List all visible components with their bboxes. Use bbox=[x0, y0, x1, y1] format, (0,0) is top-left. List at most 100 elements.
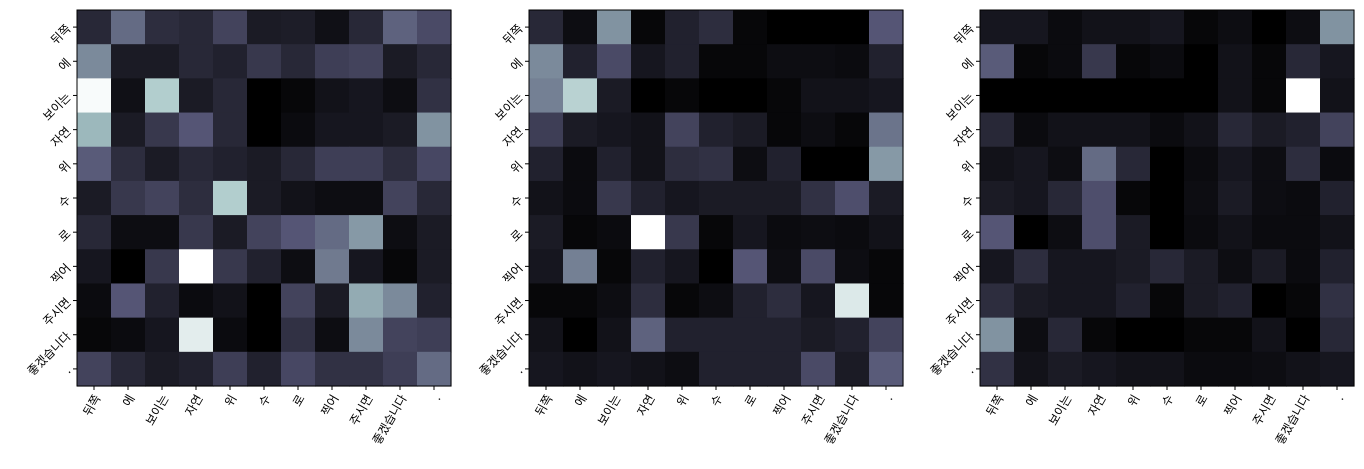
heatmap-cell bbox=[597, 283, 632, 319]
heatmap-cell bbox=[597, 146, 632, 182]
heatmap-cell bbox=[733, 283, 768, 319]
heatmap-cell bbox=[1218, 317, 1253, 353]
heatmap-cell bbox=[145, 146, 180, 182]
heatmap-cell bbox=[1082, 78, 1117, 114]
heatmap-cell bbox=[665, 317, 700, 353]
heatmap-cell bbox=[733, 44, 768, 79]
heatmap-cell bbox=[1320, 180, 1355, 216]
heatmap-cell bbox=[597, 317, 632, 353]
heatmap-cell bbox=[1082, 215, 1117, 250]
heatmap-cell bbox=[597, 249, 632, 285]
x-tick-label: 찍어 bbox=[770, 392, 793, 418]
heatmap-cell bbox=[1320, 146, 1355, 182]
y-tick-label: 에 bbox=[56, 56, 74, 74]
heatmap-cell bbox=[980, 146, 1015, 182]
heatmap-cell bbox=[869, 78, 904, 114]
heatmap-cell bbox=[349, 317, 384, 353]
heatmap-cell bbox=[1048, 351, 1083, 387]
heatmap-cell bbox=[1014, 317, 1049, 353]
x-tick-label: 위 bbox=[222, 392, 240, 409]
heatmap-cell bbox=[1184, 180, 1219, 216]
heatmap-cell bbox=[281, 180, 316, 216]
heatmap-cell bbox=[1014, 146, 1049, 182]
heatmap-cell bbox=[1320, 351, 1355, 387]
heatmap-cell bbox=[1048, 146, 1083, 182]
heatmap-cell bbox=[835, 249, 870, 285]
heatmap-cell bbox=[281, 10, 316, 45]
heatmap-cell bbox=[179, 146, 214, 182]
heatmap-cell bbox=[835, 10, 870, 45]
heatmap-cell bbox=[281, 78, 316, 114]
heatmap-cell bbox=[383, 44, 418, 79]
heatmap-cell bbox=[631, 283, 666, 319]
heatmap-cell bbox=[1082, 249, 1117, 285]
heatmap-cell bbox=[1116, 44, 1151, 79]
heatmap-cell bbox=[1150, 351, 1185, 387]
y-tick-label: 보이는 bbox=[40, 90, 73, 123]
heatmap-cell bbox=[631, 146, 666, 182]
heatmap-cell bbox=[1048, 180, 1083, 216]
heatmap-cell bbox=[315, 146, 350, 182]
heatmap-cell bbox=[111, 283, 146, 319]
heatmap-cell bbox=[597, 180, 632, 216]
heatmap-cell bbox=[980, 317, 1015, 353]
heatmap-cell bbox=[1082, 112, 1117, 148]
heatmap-cell bbox=[1116, 215, 1151, 250]
heatmap-cell bbox=[631, 215, 666, 250]
heatmap-cell bbox=[1014, 283, 1049, 319]
heatmap-cell bbox=[699, 10, 734, 45]
heatmap-cell bbox=[597, 351, 632, 387]
heatmap-cell bbox=[315, 78, 350, 114]
y-tick-label: 수 bbox=[508, 193, 526, 211]
y-tick-label: 수 bbox=[56, 193, 74, 211]
heatmap-cell bbox=[145, 283, 180, 319]
heatmap-cell bbox=[349, 44, 384, 79]
x-tick-label: . bbox=[430, 392, 444, 402]
heatmap-cell bbox=[665, 180, 700, 216]
heatmap-cell bbox=[179, 112, 214, 148]
heatmap-cell bbox=[383, 351, 418, 387]
heatmap-cell bbox=[1082, 317, 1117, 353]
x-tick-label: . bbox=[882, 392, 896, 402]
heatmap-cell bbox=[529, 146, 564, 182]
heatmap-cell bbox=[1150, 112, 1185, 148]
heatmap-cell bbox=[1320, 10, 1355, 45]
x-tick-label: 로 bbox=[742, 392, 760, 409]
heatmap-cell bbox=[349, 78, 384, 114]
x-tick-label: 뒤쪽 bbox=[983, 392, 1006, 418]
heatmap-cell bbox=[281, 249, 316, 285]
heatmap-cell bbox=[529, 215, 564, 250]
heatmap-cell bbox=[801, 317, 836, 353]
heatmap-cell bbox=[349, 112, 384, 148]
heatmap-cell bbox=[383, 215, 418, 250]
heatmap-cell bbox=[665, 215, 700, 250]
heatmap-cell bbox=[733, 180, 768, 216]
heatmap-cell bbox=[665, 44, 700, 79]
y-tick-label: 위 bbox=[508, 159, 526, 177]
heatmap-cell bbox=[801, 78, 836, 114]
heatmap-cell bbox=[383, 146, 418, 182]
heatmap-cell bbox=[1218, 180, 1253, 216]
heatmap-cell bbox=[631, 317, 666, 353]
heatmap-cell bbox=[980, 283, 1015, 319]
heatmap-cell bbox=[1252, 112, 1287, 148]
heatmap-cell bbox=[1184, 78, 1219, 114]
heatmap-cell bbox=[1150, 180, 1185, 216]
y-tick-label: 자연 bbox=[951, 124, 977, 150]
x-tick-label: . bbox=[1333, 392, 1347, 402]
heatmap-cell bbox=[417, 317, 452, 353]
heatmap-cell bbox=[1286, 180, 1321, 216]
y-tick-label: . bbox=[964, 364, 977, 377]
heatmap-cell bbox=[281, 112, 316, 148]
heatmap-cell bbox=[349, 180, 384, 216]
heatmap-cell bbox=[1150, 78, 1185, 114]
heatmap-cell bbox=[631, 180, 666, 216]
heatmap-cell bbox=[315, 112, 350, 148]
heatmap-cell bbox=[1014, 10, 1049, 45]
heatmap-cell bbox=[1320, 112, 1355, 148]
heatmap-cell bbox=[315, 215, 350, 250]
heatmap-cell bbox=[145, 180, 180, 216]
